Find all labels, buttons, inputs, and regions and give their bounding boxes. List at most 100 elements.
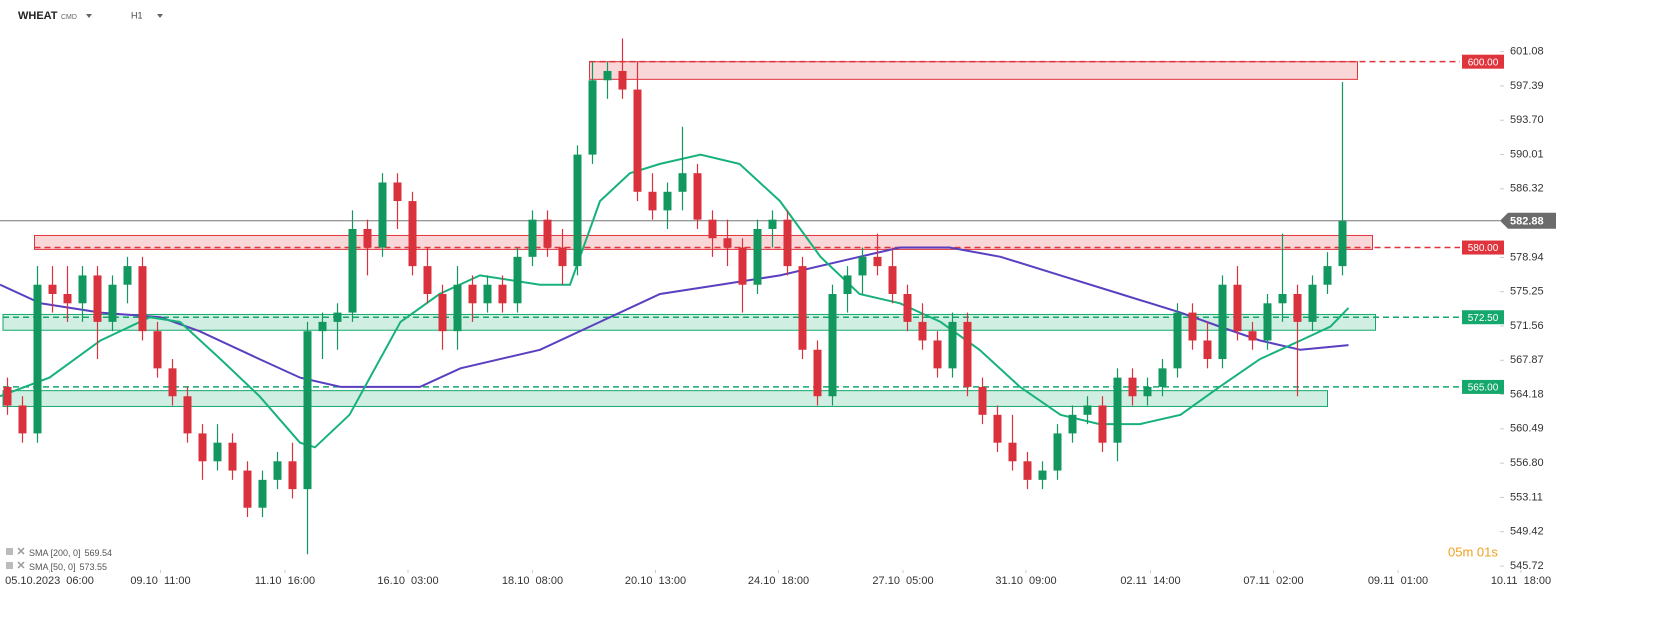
candle-body [738,247,747,285]
candle-body [123,266,132,285]
candle-body [648,191,657,211]
candle-body [723,238,732,248]
candle-body [798,266,807,350]
candle-body [423,266,432,295]
candle-body [1023,461,1032,480]
candle-body [963,321,972,387]
x-tick-label: 11.10 16:00 [255,575,315,587]
legend-icons [6,547,25,569]
candle-body [978,386,987,415]
candle-body [1278,294,1287,304]
candle-body [573,154,582,267]
candle-body [33,284,42,434]
candle-body [1233,284,1242,332]
y-tick-label: 560.49 [1510,423,1544,435]
candle-body [318,321,327,332]
candle-body [513,256,522,304]
candle-body [453,284,462,332]
interval[interactable]: H1 [131,10,143,20]
y-tick-label: 593.70 [1510,114,1544,126]
legend-name: SMA [200, 0] [29,548,81,558]
candle-body [873,256,882,267]
candle-body [1263,303,1272,341]
level-tag [1462,310,1504,325]
candle-body [1083,405,1092,415]
candle-body [1053,433,1062,471]
candle-body [1308,284,1317,322]
y-tick-label: 575.25 [1510,286,1544,298]
y-tick-label: 556.80 [1510,457,1544,469]
candle-body [1068,414,1077,434]
y-tick-label: 597.39 [1510,80,1544,92]
candle-body [408,201,417,267]
candle-body [153,331,162,369]
legend-icon[interactable] [6,548,13,555]
candle-body [888,266,897,295]
candle-body [1143,386,1152,397]
x-tick-label: 09.10 11:00 [130,575,190,587]
interval-dropdown[interactable] [157,14,163,18]
candle-body [1098,405,1107,443]
y-tick-label: 590.01 [1510,148,1544,160]
candle-body [1113,377,1122,443]
legend-close[interactable] [17,547,25,555]
candle-body [558,247,567,267]
y-tick-label: 564.18 [1510,388,1544,400]
y-tick-label: 553.11 [1510,491,1543,503]
candle-body [858,256,867,276]
level-tag-label: 600.00 [1468,57,1499,68]
candle-body [1008,442,1017,462]
candle-body [633,89,642,192]
candle-body [168,368,177,397]
candle-body [1323,266,1332,285]
y-tick-label: 549.42 [1510,526,1544,538]
candle-body [483,284,492,304]
candle-body [363,228,372,248]
candle-body [1173,312,1182,369]
candle-body [273,461,282,480]
level-zone [589,61,1358,80]
candle-body [108,284,117,322]
level-zone [2,390,1328,407]
candle-body [528,219,537,257]
x-tick-label: 31.10 09:00 [995,575,1056,587]
candle-body [1038,470,1047,480]
x-tick-label: 10.11 18:00 [1491,575,1551,587]
candle-body [813,349,822,397]
symbol[interactable]: WHEAT [18,10,58,22]
candle-body [828,294,837,397]
x-tick-label: 27.10 05:00 [872,575,933,587]
legend-icon[interactable] [6,562,13,569]
sma-line [0,246,1349,388]
x-tick-label: 16.10 03:00 [377,575,438,587]
candle-body [1158,368,1167,387]
candle-body [663,191,672,211]
candle-body [303,331,312,490]
candle-body [708,219,717,239]
candle-body [1128,377,1137,397]
candle-body [243,470,252,508]
level-tag-label: 565.00 [1468,383,1499,394]
current-price-tag [1500,212,1556,229]
y-tick-label: 601.08 [1510,46,1544,58]
candle-body [378,182,387,248]
level-tag [1462,379,1504,394]
candle-body [1218,284,1227,360]
candle-body [258,479,267,508]
candle-body [78,275,87,304]
legend-entry: SMA [50, 0] 573.55 [29,562,107,572]
candle-body [93,275,102,322]
legend-close[interactable] [17,561,25,569]
legend-entry: SMA [200, 0] 569.54 [29,548,112,558]
candle-body [288,461,297,490]
candle-body [918,321,927,341]
candle-body [1188,312,1197,341]
symbol-dropdown[interactable] [86,14,92,18]
candle-body [138,266,147,332]
candle-body [993,414,1002,443]
candle-body [438,294,447,332]
candle-body [768,219,777,229]
x-tick-label: 07.11 02:00 [1243,575,1303,587]
